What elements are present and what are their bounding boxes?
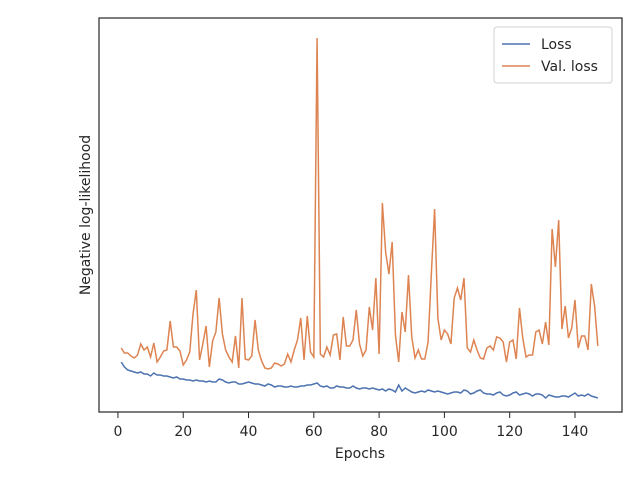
y-axis-label: Negative log-likelihood — [78, 135, 94, 295]
x-tick-label: 120 — [496, 424, 523, 440]
x-tick-label: 40 — [240, 424, 258, 440]
legend-box — [493, 26, 613, 84]
series-line — [120, 361, 599, 400]
x-tick-label: 60 — [305, 424, 323, 440]
x-tick-label: 100 — [431, 424, 458, 440]
legend-label: Val. loss — [541, 59, 598, 75]
legend-label: Loss — [541, 37, 572, 53]
x-tick-label: 140 — [562, 424, 589, 440]
x-tick-label: 20 — [174, 424, 192, 440]
x-tick-label: 80 — [370, 424, 388, 440]
series-line — [120, 37, 599, 370]
x-axis-label: Epochs — [335, 446, 385, 462]
x-tick-label: 0 — [113, 424, 122, 440]
plot-frame — [98, 17, 623, 413]
